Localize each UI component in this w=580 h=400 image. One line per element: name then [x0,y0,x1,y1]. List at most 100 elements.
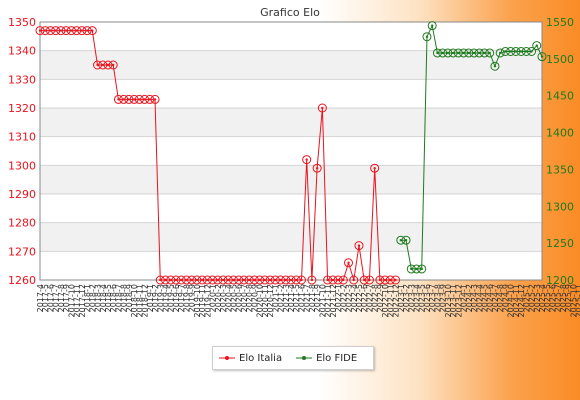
series-point-elo-italia [359,275,369,285]
series-point-dot-elo-italia [132,98,136,101]
series-point-dot-elo-fide [509,50,512,53]
series-point-dot-elo-fide [472,51,476,55]
x-tick-label: 2020-6 [235,284,244,312]
series-line-elo-fide [400,24,543,270]
x-tick-label: 2024-4 [475,284,484,312]
series-point-elo-italia [56,26,66,36]
series-point-dot-elo-italia [185,278,188,282]
series-point-dot-elo-fide [441,51,444,55]
series-point-elo-italia [93,60,103,70]
series-point-dot-elo-fide [451,51,455,55]
series-point-dot-elo-fide [504,50,507,53]
x-tick-label: 2020-11 [261,284,270,317]
grid-band [40,50,542,80]
series-point-elo-fide [527,46,537,56]
series-point-elo-fide [479,48,489,58]
series-point-elo-italia [265,275,275,285]
x-tick-label: 2019-10 [193,284,202,317]
series-point-dot-elo-italia [289,278,293,282]
series-point-elo-italia [113,94,123,104]
x-tick-label: 2022-10 [381,284,390,317]
y-right-tick-label: 1400 [546,127,574,140]
x-tick-label: 2025-5 [543,284,552,312]
y-right-tick-label: 1350 [546,163,574,176]
x-tick-label: 2019-7 [177,284,186,312]
x-tick-label: 2019-8 [182,284,191,312]
series-point-dot-elo-italia [247,278,251,282]
x-tick-label: 2017-7 [52,284,61,312]
x-tick-label: 2023-10 [444,284,453,317]
series-point-elo-fide [521,46,531,56]
series-point-elo-italia [72,26,82,36]
x-tick-label: 2021-9 [313,284,322,312]
series-point-dot-elo-italia [321,106,324,110]
series-point-dot-elo-italia [310,278,314,282]
x-tick-label: 2017-11 [73,284,82,317]
x-tick-label: 2018-7 [114,284,123,312]
x-tick-label: 2025-1 [522,284,531,312]
series-point-dot-elo-fide [404,238,408,242]
series-point-elo-fide [406,264,416,274]
series-point-dot-elo-fide [430,24,434,27]
chart-title: Grafico Elo [260,6,320,19]
series-point-dot-elo-italia [357,244,361,247]
series-point-elo-fide [490,61,500,71]
series-point-elo-italia [281,275,291,285]
series-point-dot-elo-fide [462,51,465,55]
x-tick-label: 2024-7 [491,284,500,312]
series-point-elo-italia [51,26,61,36]
series-point-dot-elo-italia [159,278,162,282]
series-point-dot-elo-fide [425,35,429,38]
series-point-elo-fide [453,48,463,58]
series-point-dot-elo-italia [148,98,152,101]
y-left-tick-label: 1340 [8,45,36,58]
x-tick-label: 2017-6 [46,284,55,312]
series-point-dot-elo-italia [190,278,193,282]
series-point-dot-elo-fide [530,50,533,53]
series-point-elo-fide [469,48,479,58]
x-tick-label: 2022-6 [360,284,369,312]
series-point-dot-elo-italia [174,278,178,282]
grid-band [40,165,542,194]
series-point-dot-elo-italia [138,98,141,101]
series-point-dot-elo-italia [368,278,371,282]
series-point-dot-elo-italia [91,29,94,32]
x-tick-label: 2017-4 [36,284,45,312]
series-point-dot-elo-italia [44,29,47,32]
x-tick-label: 2023-2 [402,284,411,312]
series-point-elo-italia [391,275,401,285]
series-point-elo-italia [370,163,380,173]
series-point-dot-elo-fide [535,44,538,47]
series-point-dot-elo-italia [268,278,272,282]
x-tick-label: 2020-5 [229,284,238,312]
x-tick-label: 2018-6 [109,284,118,312]
x-tick-label: 2018-2 [88,284,97,312]
series-point-dot-elo-italia [284,278,287,282]
series-point-dot-elo-italia [389,278,392,282]
y-right-tick-label: 1500 [546,53,574,66]
series-point-elo-italia [286,275,296,285]
series-point-elo-italia [45,26,55,36]
x-tick-label: 2020-12 [266,284,275,317]
series-point-elo-italia [202,275,212,285]
series-point-dot-elo-italia [206,278,209,282]
series-point-elo-italia [270,275,280,285]
series-point-elo-fide [516,46,526,56]
x-tick-label: 2025-9 [564,284,573,312]
series-point-elo-fide [401,235,411,245]
series-point-dot-elo-fide [525,50,528,53]
x-tick-label: 2021-1 [271,284,280,312]
series-point-elo-italia [150,94,160,104]
x-tick-label: 2021-10 [318,284,327,317]
x-tick-label: 2024-9 [501,284,510,312]
series-point-elo-fide [506,46,516,56]
series-point-dot-elo-italia [127,98,131,101]
series-point-elo-italia [276,275,286,285]
series-point-elo-fide [464,48,474,58]
x-tick-label: 2018-5 [104,284,113,312]
series-point-dot-elo-fide [540,55,544,58]
series-point-elo-fide [422,32,432,42]
series-point-dot-elo-fide [493,65,497,68]
series-point-dot-elo-italia [54,29,57,32]
series-point-elo-fide [396,235,406,245]
